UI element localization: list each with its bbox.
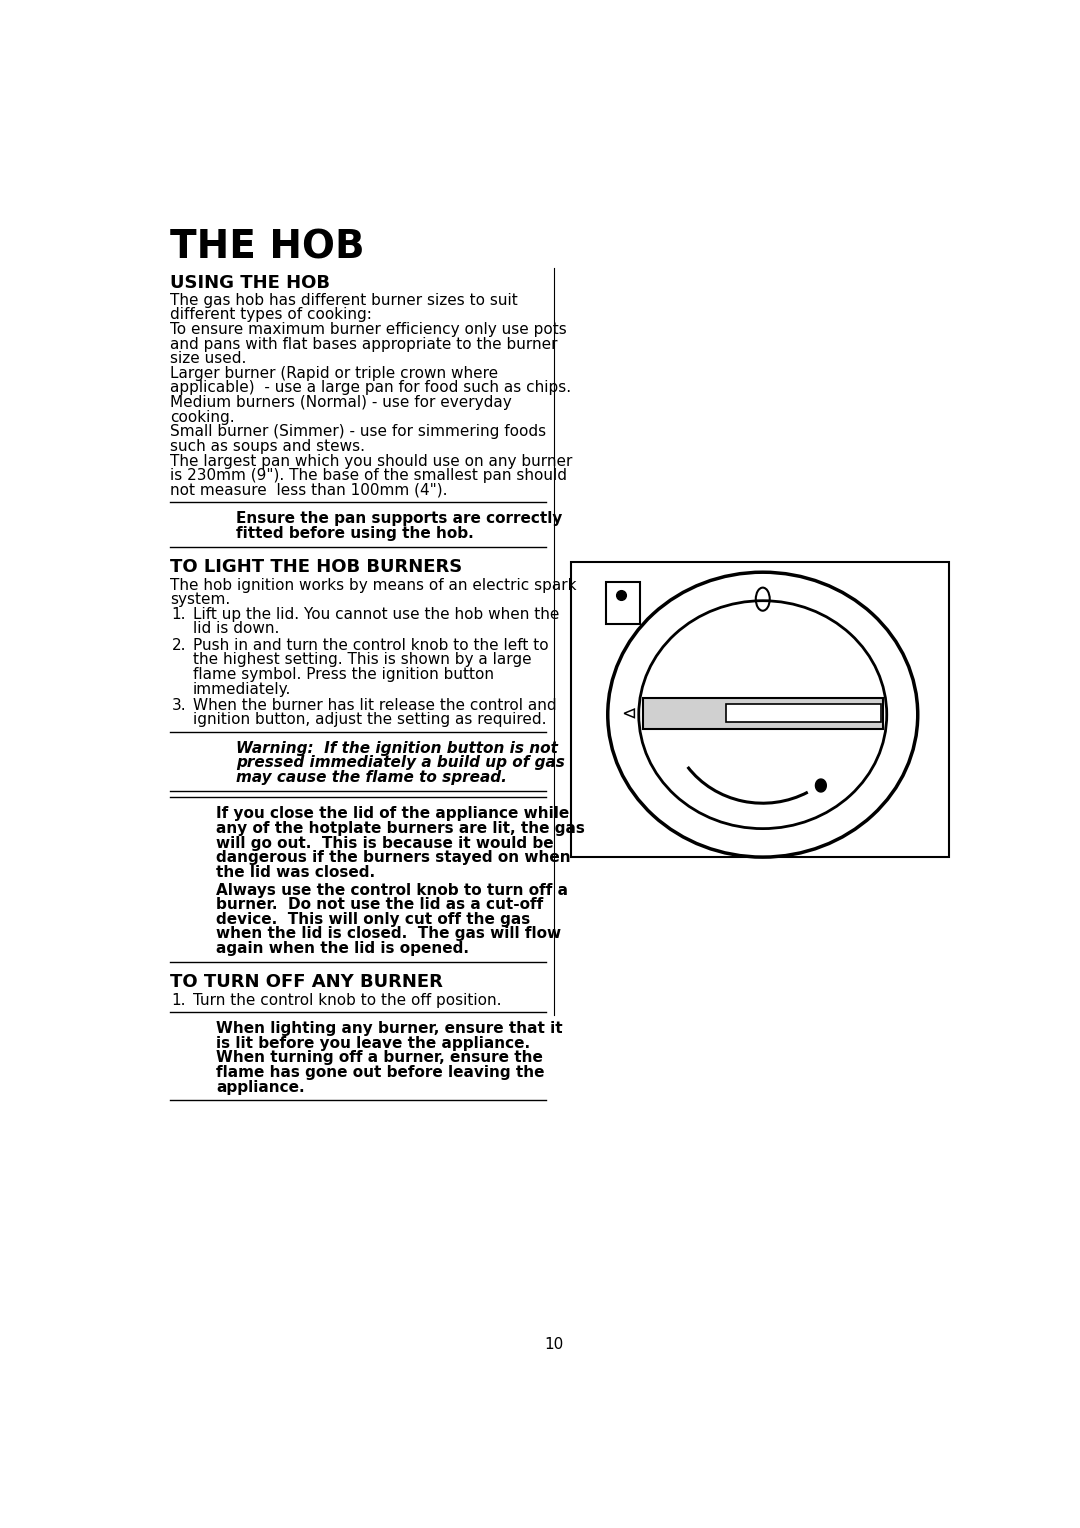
Text: 1.: 1. [172,607,186,622]
Text: size used.: size used. [170,351,246,367]
Text: again when the lid is opened.: again when the lid is opened. [216,941,470,957]
Text: ignition button, adjust the setting as required.: ignition button, adjust the setting as r… [193,712,546,727]
Text: Medium burners (Normal) - use for everyday: Medium burners (Normal) - use for everyd… [170,396,512,410]
Text: 10: 10 [544,1337,563,1352]
Polygon shape [815,779,826,792]
Text: The hob ignition works by means of an electric spark: The hob ignition works by means of an el… [170,578,577,593]
Text: system.: system. [170,593,230,607]
Bar [726,704,880,723]
Text: Turn the control knob to the off position.: Turn the control knob to the off positio… [193,993,501,1007]
Text: the highest setting. This is shown by a large: the highest setting. This is shown by a … [193,652,531,668]
Text: If you close the lid of the appliance while: If you close the lid of the appliance wh… [216,807,569,821]
Text: When turning off a burner, ensure the: When turning off a burner, ensure the [216,1050,543,1065]
Text: flame has gone out before leaving the: flame has gone out before leaving the [216,1065,545,1080]
Text: The largest pan which you should use on any burner: The largest pan which you should use on … [170,454,572,469]
Text: Lift up the lid. You cannot use the hob when the: Lift up the lid. You cannot use the hob … [193,607,559,622]
Text: any of the hotplate burners are lit, the gas: any of the hotplate burners are lit, the… [216,821,585,836]
Text: immediately.: immediately. [193,681,292,697]
Text: The gas hob has different burner sizes to suit: The gas hob has different burner sizes t… [170,293,517,307]
Text: Larger burner (Rapid or triple crown where: Larger burner (Rapid or triple crown whe… [170,365,498,380]
Text: ⊲: ⊲ [621,704,636,723]
Text: will go out.  This is because it would be: will go out. This is because it would be [216,836,554,851]
Text: 2.: 2. [172,637,186,652]
Text: Always use the control knob to turn off a: Always use the control knob to turn off … [216,883,568,897]
Text: is 230mm (9"). The base of the smallest pan should: is 230mm (9"). The base of the smallest … [170,468,567,483]
Text: the lid was closed.: the lid was closed. [216,865,376,880]
Text: and pans with flat bases appropriate to the burner: and pans with flat bases appropriate to … [170,336,557,351]
Text: not measure  less than 100mm (4").: not measure less than 100mm (4"). [170,483,447,498]
Text: when the lid is closed.  The gas will flow: when the lid is closed. The gas will flo… [216,926,562,941]
Text: 3.: 3. [172,698,186,712]
Text: TO TURN OFF ANY BURNER: TO TURN OFF ANY BURNER [170,973,443,990]
Text: pressed immediately a build up of gas: pressed immediately a build up of gas [235,755,565,770]
Text: device.  This will only cut off the gas: device. This will only cut off the gas [216,912,530,927]
Text: lid is down.: lid is down. [193,622,280,637]
Text: When the burner has lit release the control and: When the burner has lit release the cont… [193,698,557,712]
Bar [643,698,882,729]
Text: appliance.: appliance. [216,1080,305,1094]
Text: USING THE HOB: USING THE HOB [170,274,329,292]
Text: is lit before you leave the appliance.: is lit before you leave the appliance. [216,1036,530,1051]
Text: cooking.: cooking. [170,410,234,425]
Text: Warning:  If the ignition button is not: Warning: If the ignition button is not [235,741,557,756]
Text: such as soups and stews.: such as soups and stews. [170,439,365,454]
Text: When lighting any burner, ensure that it: When lighting any burner, ensure that it [216,1021,563,1036]
Bar [606,582,640,623]
Text: TO LIGHT THE HOB BURNERS: TO LIGHT THE HOB BURNERS [170,558,462,576]
Text: To ensure maximum burner efficiency only use pots: To ensure maximum burner efficiency only… [170,322,567,338]
Text: different types of cooking:: different types of cooking: [170,307,372,322]
Text: applicable)  - use a large pan for food such as chips.: applicable) - use a large pan for food s… [170,380,571,396]
Text: THE HOB: THE HOB [170,228,365,266]
Text: Ensure the pan supports are correctly: Ensure the pan supports are correctly [235,512,562,526]
Text: Push in and turn the control knob to the left to: Push in and turn the control knob to the… [193,637,549,652]
Text: 1.: 1. [172,993,186,1007]
Text: dangerous if the burners stayed on when: dangerous if the burners stayed on when [216,850,571,865]
Bar [570,562,948,857]
Text: flame symbol. Press the ignition button: flame symbol. Press the ignition button [193,666,495,681]
Text: may cause the flame to spread.: may cause the flame to spread. [235,770,507,785]
Text: Small burner (Simmer) - use for simmering foods: Small burner (Simmer) - use for simmerin… [170,425,546,440]
Text: fitted before using the hob.: fitted before using the hob. [235,526,473,541]
Text: burner.  Do not use the lid as a cut-off: burner. Do not use the lid as a cut-off [216,897,543,912]
